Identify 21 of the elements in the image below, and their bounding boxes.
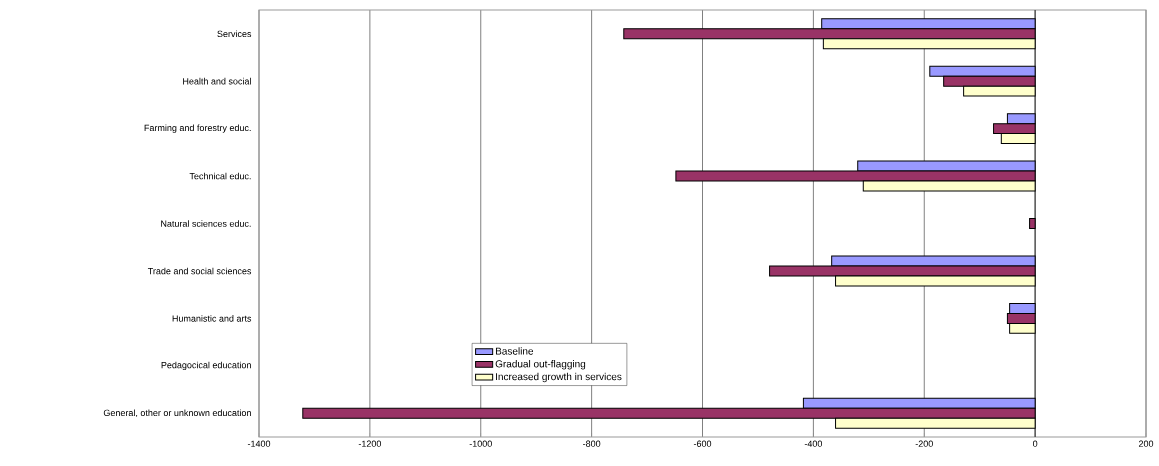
y-tick-label: Farming and forestry educ. bbox=[144, 124, 251, 133]
x-tick-label: -1200 bbox=[358, 440, 382, 447]
y-tick-label: Technical educ. bbox=[189, 172, 251, 180]
y-tick-label: Trade and social sciences bbox=[147, 267, 252, 275]
y-tick-label: General, other or unknown education bbox=[103, 409, 251, 418]
y-tick-label: Health and social bbox=[183, 77, 251, 85]
x-tick-label: 200 bbox=[1138, 440, 1154, 447]
legend-label: Increased growth in services bbox=[496, 372, 622, 383]
legend-label: Baseline bbox=[495, 347, 534, 355]
x-tick-label: -600 bbox=[693, 440, 712, 447]
x-tick-label: -1000 bbox=[469, 440, 492, 447]
y-tick-label: Humanistic and arts bbox=[172, 315, 252, 322]
x-tick-label: -400 bbox=[804, 440, 823, 447]
x-tick-label: -1400 bbox=[247, 440, 271, 447]
y-tick-label: Services bbox=[217, 30, 252, 38]
x-tick-label: -800 bbox=[583, 440, 601, 447]
y-tick-label: Pedagocical education bbox=[161, 361, 251, 371]
x-tick-label: -200 bbox=[915, 440, 933, 447]
x-tick-label: 0 bbox=[1032, 440, 1038, 447]
legend-label: Gradual out-flagging bbox=[495, 360, 586, 370]
y-tick-label: Natural sciences educ. bbox=[161, 220, 251, 227]
